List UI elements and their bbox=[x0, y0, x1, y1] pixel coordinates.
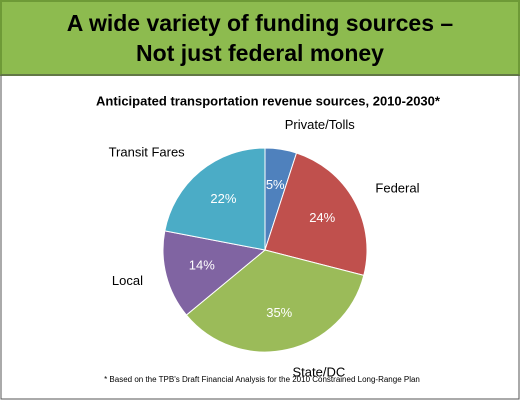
data-label: 22% bbox=[210, 191, 236, 206]
chart-title: Anticipated transportation revenue sourc… bbox=[96, 93, 441, 108]
footnote: * Based on the TPB's Draft Financial Ana… bbox=[104, 375, 420, 384]
data-label: 5% bbox=[266, 177, 285, 192]
header-line: Not just federal money bbox=[136, 40, 384, 66]
header-line: A wide variety of funding sources – bbox=[67, 10, 454, 36]
category-label: State/DC bbox=[292, 364, 345, 379]
header-band bbox=[0, 0, 520, 76]
data-label: 24% bbox=[309, 210, 335, 225]
category-label: Private/Tolls bbox=[285, 117, 356, 132]
category-label: Local bbox=[112, 273, 143, 288]
category-label: Transit Fares bbox=[109, 144, 186, 159]
pie-slice bbox=[185, 249, 365, 353]
content-frame bbox=[0, 74, 520, 400]
data-label: 14% bbox=[189, 258, 215, 273]
pie-slice bbox=[164, 147, 266, 251]
category-label: Federal bbox=[375, 181, 419, 196]
pie-slice bbox=[264, 152, 368, 276]
pie-slice bbox=[162, 230, 267, 316]
data-label: 35% bbox=[266, 305, 292, 320]
